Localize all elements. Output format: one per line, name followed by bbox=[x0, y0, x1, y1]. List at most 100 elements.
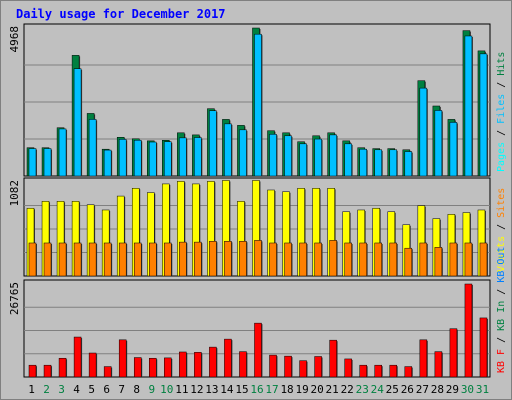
legend-kb-in: KB In bbox=[496, 301, 507, 331]
x-tick-label: 25 bbox=[386, 383, 399, 396]
bar-kb-f-day-13 bbox=[209, 346, 217, 378]
x-tick-label: 14 bbox=[220, 383, 234, 396]
y-max-label: 26765 bbox=[8, 282, 21, 315]
bar-kb-f-day-2 bbox=[43, 364, 52, 378]
bar-sites-day-31 bbox=[479, 242, 488, 277]
bar-sites-day-10 bbox=[164, 242, 172, 277]
bar-sites-day-23 bbox=[359, 242, 367, 277]
bar-sites-day-7 bbox=[118, 242, 127, 277]
bar-files-day-21 bbox=[329, 134, 337, 177]
bar-kb-f-day-22 bbox=[344, 358, 352, 378]
bar-files-day-19 bbox=[299, 143, 307, 177]
bar-kb-f-day-27 bbox=[419, 339, 428, 378]
bar-sites-day-29 bbox=[449, 242, 458, 277]
bar-kb-f-day-4 bbox=[73, 336, 82, 378]
legend-separator: / bbox=[496, 283, 507, 301]
bar-sites-day-25 bbox=[389, 242, 398, 277]
bar-files-day-9 bbox=[149, 141, 157, 177]
bar-files-day-10 bbox=[164, 141, 172, 177]
chart-title: Daily usage for December 2017 bbox=[16, 7, 226, 21]
bar-kb-f-day-3 bbox=[58, 357, 67, 378]
legend-1: Pages / Files / Hits bbox=[496, 52, 507, 172]
x-tick-label: 30 bbox=[461, 383, 474, 396]
bar-kb-f-day-11 bbox=[179, 351, 187, 378]
x-tick-label: 6 bbox=[103, 383, 110, 396]
x-tick-label: 28 bbox=[431, 383, 444, 396]
bar-kb-f-day-10 bbox=[164, 357, 172, 378]
x-tick-label: 31 bbox=[476, 383, 489, 396]
legend-visits: Visits bbox=[496, 236, 507, 272]
legend-hits: Hits bbox=[496, 52, 507, 76]
bar-sites-day-20 bbox=[314, 242, 322, 277]
bar-files-day-12 bbox=[194, 137, 202, 177]
y-max-label: 1082 bbox=[8, 180, 21, 207]
bar-sites-day-2 bbox=[43, 242, 52, 277]
legend-files: Files bbox=[496, 94, 507, 124]
bar-sites-day-12 bbox=[194, 241, 202, 277]
x-tick-label: 5 bbox=[88, 383, 95, 396]
bar-files-day-15 bbox=[239, 129, 247, 177]
bar-kb-f-day-29 bbox=[449, 328, 458, 378]
x-tick-label: 24 bbox=[371, 383, 385, 396]
bar-kb-f-day-5 bbox=[88, 352, 97, 378]
bar-sites-day-19 bbox=[299, 242, 307, 277]
bar-files-day-11 bbox=[179, 137, 187, 177]
bar-sites-day-9 bbox=[149, 242, 157, 277]
bar-files-day-28 bbox=[434, 110, 443, 177]
bar-files-day-30 bbox=[464, 35, 473, 177]
bar-sites-day-13 bbox=[209, 240, 217, 277]
legend-kb-out: KB Out bbox=[496, 247, 507, 283]
bar-kb-f-day-28 bbox=[434, 351, 443, 378]
bar-kb-f-day-23 bbox=[359, 364, 367, 378]
legend-sites: Sites bbox=[496, 188, 507, 218]
bar-kb-f-day-6 bbox=[103, 366, 112, 378]
y-max-label: 4968 bbox=[8, 26, 21, 53]
bar-sites-day-16 bbox=[254, 240, 262, 277]
x-tick-label: 21 bbox=[326, 383, 339, 396]
bar-sites-day-3 bbox=[58, 242, 67, 277]
x-tick-label: 18 bbox=[280, 383, 293, 396]
x-tick-label: 27 bbox=[416, 383, 429, 396]
bar-sites-day-27 bbox=[419, 242, 428, 277]
x-tick-label: 1 bbox=[28, 383, 35, 396]
bar-kb-f-day-18 bbox=[284, 355, 292, 378]
bar-files-day-2 bbox=[43, 148, 52, 177]
bar-sites-day-21 bbox=[329, 240, 337, 277]
x-tick-label: 29 bbox=[446, 383, 459, 396]
legend-separator: / bbox=[496, 124, 507, 142]
bar-files-day-3 bbox=[58, 128, 67, 177]
x-tick-label: 2 bbox=[43, 383, 50, 396]
bar-files-day-8 bbox=[133, 140, 142, 177]
bar-files-day-18 bbox=[284, 135, 292, 177]
legend-separator: / bbox=[496, 331, 507, 349]
bar-files-day-5 bbox=[88, 119, 97, 177]
x-tick-label: 26 bbox=[401, 383, 414, 396]
x-tick-label: 22 bbox=[341, 383, 354, 396]
x-tick-label: 13 bbox=[205, 383, 218, 396]
bar-kb-f-day-14 bbox=[224, 338, 232, 378]
legend-3: KB F / KB In / KB Out bbox=[496, 247, 507, 373]
bar-files-day-27 bbox=[419, 87, 428, 177]
bar-kb-f-day-16 bbox=[254, 322, 262, 378]
bar-kb-f-day-20 bbox=[314, 356, 322, 378]
legend-2: Visits / Sites bbox=[496, 188, 507, 272]
bar-files-day-25 bbox=[389, 149, 398, 177]
bar-files-day-16 bbox=[254, 33, 262, 177]
x-tick-label: 11 bbox=[175, 383, 188, 396]
x-tick-label: 20 bbox=[311, 383, 324, 396]
x-tick-label: 3 bbox=[58, 383, 65, 396]
bar-sites-day-28 bbox=[434, 247, 443, 277]
bar-sites-day-24 bbox=[374, 242, 382, 277]
x-tick-label: 19 bbox=[295, 383, 308, 396]
bar-kb-f-day-17 bbox=[269, 354, 277, 378]
bar-files-day-13 bbox=[209, 110, 217, 177]
bar-files-day-17 bbox=[269, 134, 277, 177]
legend-separator: / bbox=[496, 76, 507, 94]
bar-sites-day-8 bbox=[133, 242, 142, 277]
bar-sites-day-6 bbox=[103, 242, 112, 277]
bar-sites-day-4 bbox=[73, 242, 82, 277]
bar-sites-day-15 bbox=[239, 240, 247, 277]
bar-files-day-22 bbox=[344, 143, 352, 177]
x-tick-label: 15 bbox=[235, 383, 248, 396]
x-tick-label: 16 bbox=[250, 383, 263, 396]
